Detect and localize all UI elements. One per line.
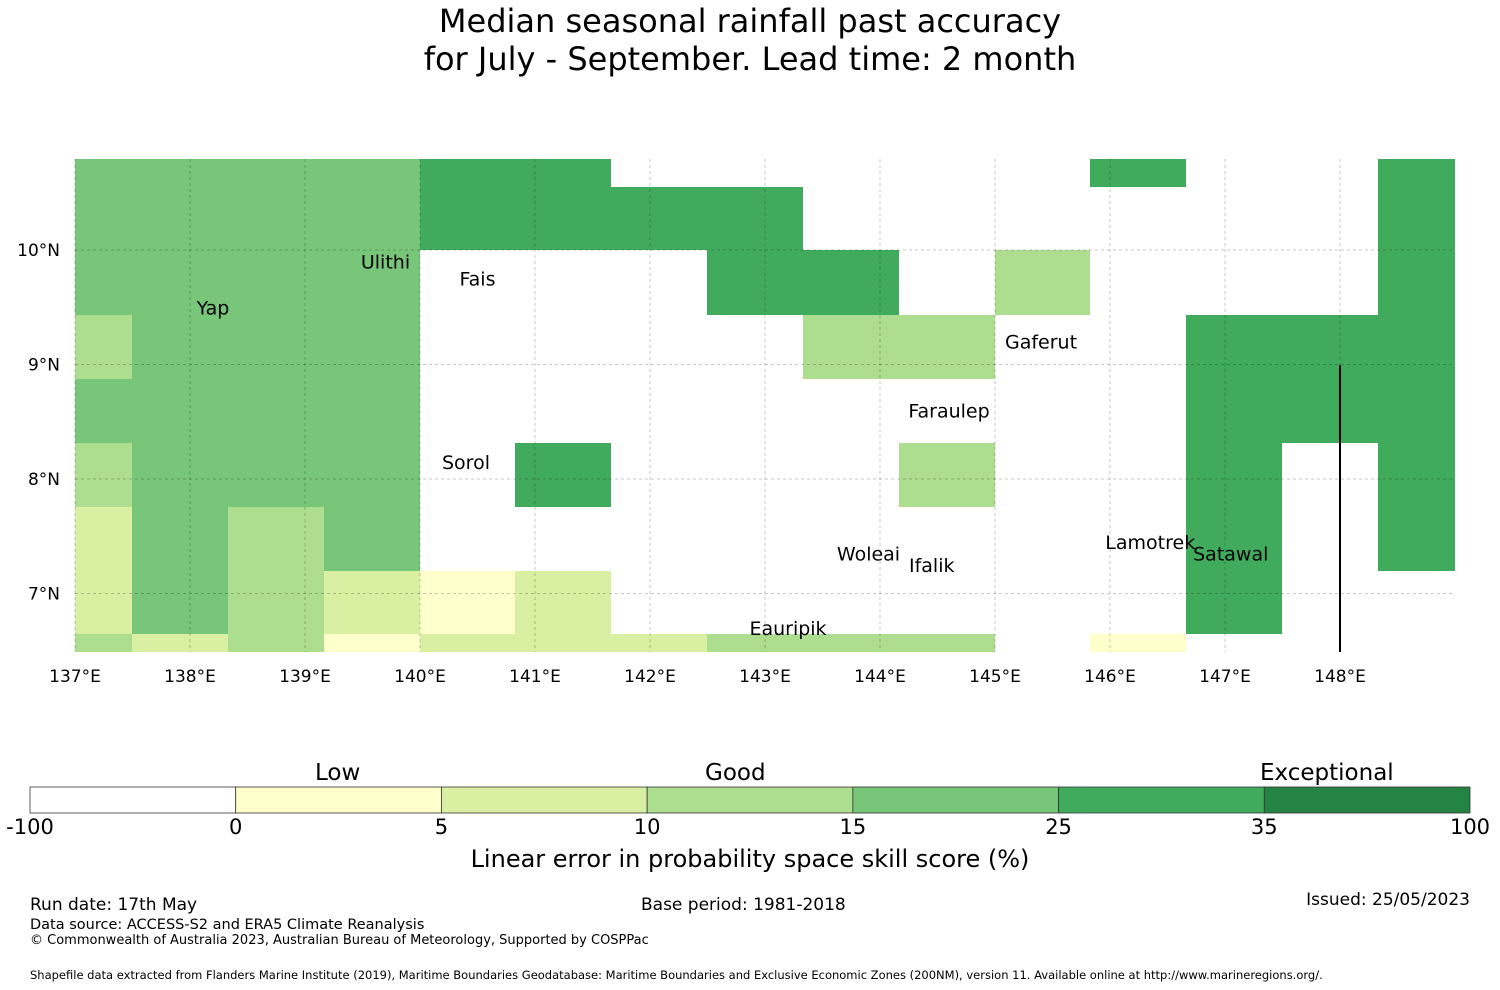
colorbar-segment xyxy=(646,786,854,814)
lon-tick-label: 137°E xyxy=(49,667,101,687)
colorbar-tick-label: 25 xyxy=(1045,815,1072,839)
skill-cell xyxy=(75,507,132,634)
colorbar-segment xyxy=(1058,786,1265,814)
skill-cell xyxy=(611,634,707,652)
skill-grid xyxy=(75,159,1455,652)
colorbar-category-low: Low xyxy=(315,760,361,786)
issued-date: Issued: 25/05/2023 xyxy=(1306,890,1470,910)
skill-cell xyxy=(75,315,132,379)
skill-cell xyxy=(1090,634,1186,652)
lat-tick-label: 8°N xyxy=(28,470,60,490)
skill-cell xyxy=(1090,159,1186,187)
skill-cell xyxy=(420,571,515,634)
colorbar-tick-label: 10 xyxy=(633,815,661,839)
place-label-sorol: Sorol xyxy=(442,452,490,474)
lon-tick-label: 144°E xyxy=(854,667,906,687)
place-label-ifalik: Ifalik xyxy=(909,555,955,577)
colorbar-segment xyxy=(1263,786,1471,814)
colorbar-title: Linear error in probability space skill … xyxy=(470,845,1030,873)
shapefile-credit: Shapefile data extracted from Flanders M… xyxy=(30,968,1323,982)
lon-tick-label: 146°E xyxy=(1084,667,1136,687)
graticule xyxy=(74,159,1455,652)
colorbar-segment xyxy=(29,786,237,814)
lon-tick-label: 148°E xyxy=(1314,667,1366,687)
place-label-satawal: Satawal xyxy=(1193,543,1268,565)
skill-cell xyxy=(75,443,132,507)
skill-cell xyxy=(611,187,803,250)
skill-cell xyxy=(1186,443,1282,634)
colorbar-tick-label: 15 xyxy=(839,815,867,839)
skill-cell xyxy=(1378,159,1455,571)
skill-cell xyxy=(132,634,228,652)
colorbar-segment xyxy=(852,786,1059,814)
place-label-woleai: Woleai xyxy=(837,543,900,565)
place-label-gaferut: Gaferut xyxy=(1005,332,1077,354)
skill-cell xyxy=(324,634,420,652)
lon-tick-label: 139°E xyxy=(279,667,331,687)
skill-cell xyxy=(420,634,611,652)
place-label-yap: Yap xyxy=(196,297,230,319)
place-label-fais: Fais xyxy=(459,269,495,291)
lon-tick-label: 147°E xyxy=(1199,667,1251,687)
skill-cell xyxy=(228,507,324,652)
skill-cell xyxy=(899,507,995,571)
skill-cell xyxy=(803,315,995,379)
lon-tick-label: 142°E xyxy=(624,667,676,687)
colorbar-tick-label: 5 xyxy=(434,815,449,839)
lat-tick-label: 7°N xyxy=(28,585,60,605)
place-labels: Yap Ulithi Fais Gaferut Faraulep Sorol Woleai I… xyxy=(196,251,1269,639)
skill-cell xyxy=(420,159,611,250)
lon-tick-label: 143°E xyxy=(739,667,791,687)
lat-tick-label: 9°N xyxy=(28,356,60,376)
base-period: Base period: 1981-2018 xyxy=(641,895,846,915)
colorbar-segment xyxy=(235,786,442,814)
lon-tick-label: 141°E xyxy=(509,667,561,687)
data-source: Data source: ACCESS-S2 and ERA5 Climate … xyxy=(30,917,425,933)
colorbar-tick-label: 0 xyxy=(229,815,243,839)
skill-cell xyxy=(515,443,611,507)
lon-tick-label: 138°E xyxy=(164,667,216,687)
colorbar-category-good: Good xyxy=(705,760,766,786)
run-date: Run date: 17th May xyxy=(30,895,198,915)
skill-cell xyxy=(707,634,995,652)
skill-cell xyxy=(1186,315,1378,443)
skill-cell xyxy=(515,571,611,634)
lat-tick-label: 10°N xyxy=(17,241,60,261)
lon-tick-label: 145°E xyxy=(969,667,1021,687)
axis-tick-labels: 137°E 138°E 139°E 140°E 141°E 142°E 143°E 144°E… xyxy=(17,241,1366,687)
map-title-line1: Median seasonal rainfall past accuracy xyxy=(438,2,1062,40)
skill-cell xyxy=(707,250,899,315)
colorbar-tick-label: -100 xyxy=(6,815,54,839)
skill-cell xyxy=(324,571,420,634)
colorbar-category-exceptional: Exceptional xyxy=(1260,760,1394,786)
skill-cell xyxy=(899,443,995,507)
copyright-notice: © Commonwealth of Australia 2023, Austra… xyxy=(30,933,649,948)
skill-cell xyxy=(995,250,1090,315)
colorbar-tick-label: 100 xyxy=(1449,815,1491,839)
map-title-line2: for July - September. Lead time: 2 month xyxy=(423,40,1077,78)
place-label-ulithi: Ulithi xyxy=(361,251,410,273)
colorbar-segment xyxy=(441,786,648,814)
place-label-faraulep: Faraulep xyxy=(908,400,989,422)
skill-cell xyxy=(75,634,132,652)
place-label-lamotrek: Lamotrek xyxy=(1105,532,1195,554)
lon-tick-label: 140°E xyxy=(394,667,446,687)
colorbar-tick-label: 35 xyxy=(1250,815,1278,839)
place-label-eauripik: Eauripik xyxy=(749,618,826,640)
